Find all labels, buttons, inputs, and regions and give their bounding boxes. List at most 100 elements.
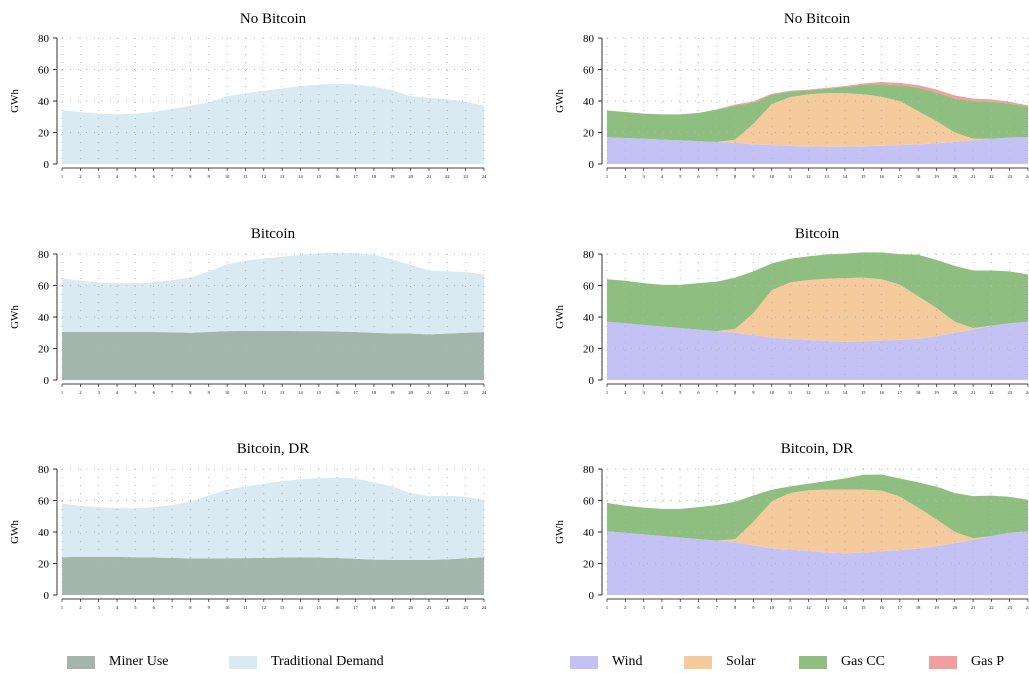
x-tick-label-14: 14: [298, 390, 303, 395]
x-tick-label-3: 3: [642, 174, 645, 179]
x-tick-label-7: 7: [716, 174, 719, 179]
x-tick-label-7: 7: [716, 390, 719, 395]
x-tick-label-17: 17: [353, 390, 358, 395]
x-tick-label-21: 21: [427, 174, 432, 179]
y-tick-label-0: 0: [589, 159, 595, 171]
y-tick-label-0: 0: [589, 590, 595, 602]
x-tick-label-2: 2: [79, 605, 81, 610]
x-tick-label-16: 16: [879, 605, 884, 610]
y-tick-label-60: 60: [38, 65, 50, 77]
x-tick-label-23: 23: [463, 390, 468, 395]
x-tick-label-10: 10: [225, 390, 230, 395]
x-tick-label-23: 23: [463, 174, 468, 179]
x-tick-label-16: 16: [879, 390, 884, 395]
area-wind: [607, 321, 1028, 380]
x-tick-label-4: 4: [116, 605, 119, 610]
x-tick-label-12: 12: [806, 605, 811, 610]
x-tick-label-7: 7: [716, 605, 719, 610]
x-tick-label-10: 10: [769, 605, 774, 610]
area-gas-cc: [607, 252, 1028, 332]
x-tick-label-6: 6: [697, 174, 700, 179]
x-tick-label-2: 2: [624, 174, 626, 179]
x-tick-label-12: 12: [806, 174, 811, 179]
x-tick-label-12: 12: [806, 390, 811, 395]
x-tick-label-16: 16: [879, 174, 884, 179]
x-tick-label-13: 13: [824, 174, 829, 179]
y-tick-label-0: 0: [44, 375, 50, 387]
area-wind: [607, 531, 1028, 595]
x-tick-label-5: 5: [679, 390, 682, 395]
x-tick-label-4: 4: [661, 605, 664, 610]
x-tick-label-23: 23: [1007, 605, 1012, 610]
y-tick-label-80: 80: [38, 249, 50, 261]
area-solar: [607, 489, 1028, 554]
x-tick-label-13: 13: [280, 605, 285, 610]
chart-title: Bitcoin: [795, 226, 840, 242]
y-tick-label-40: 40: [583, 96, 595, 108]
chart-title: No Bitcoin: [240, 11, 307, 27]
x-tick-label-22: 22: [445, 390, 450, 395]
x-tick-label-22: 22: [989, 390, 994, 395]
y-tick-label-40: 40: [38, 527, 50, 539]
x-tick-label-24: 24: [482, 605, 487, 610]
y-tick-label-60: 60: [583, 496, 595, 508]
x-tick-label-21: 21: [427, 390, 432, 395]
x-tick-label-19: 19: [390, 605, 395, 610]
x-tick-label-7: 7: [171, 174, 174, 179]
x-tick-label-12: 12: [262, 605, 267, 610]
y-tick-label-40: 40: [38, 312, 50, 324]
x-tick-label-12: 12: [262, 174, 267, 179]
legend-item-wind: Wind: [570, 654, 684, 670]
x-tick-label-20: 20: [953, 390, 958, 395]
y-tick-label-40: 40: [38, 96, 50, 108]
x-tick-label-5: 5: [134, 390, 137, 395]
x-tick-label-19: 19: [390, 174, 395, 179]
legend-item-gas-cc: Gas CC: [799, 654, 929, 670]
y-tick-label-20: 20: [38, 559, 50, 571]
chart-title: No Bitcoin: [784, 11, 851, 27]
x-tick-label-11: 11: [788, 605, 792, 610]
x-tick-label-2: 2: [79, 390, 81, 395]
x-tick-label-15: 15: [317, 605, 322, 610]
y-tick-label-0: 0: [44, 159, 50, 171]
x-tick-label-14: 14: [843, 174, 848, 179]
x-tick-label-21: 21: [971, 390, 976, 395]
area-solar: [607, 93, 1028, 147]
legend-swatch-wind: [570, 655, 598, 669]
x-tick-label-15: 15: [861, 390, 866, 395]
x-tick-label-1: 1: [61, 174, 63, 179]
y-tick-label-20: 20: [38, 344, 50, 356]
area-miner-use: [62, 330, 484, 380]
x-tick-label-2: 2: [624, 390, 626, 395]
x-tick-label-13: 13: [280, 174, 285, 179]
x-tick-label-14: 14: [298, 605, 303, 610]
x-tick-label-11: 11: [243, 605, 247, 610]
legend-swatch-solar: [684, 655, 712, 669]
x-tick-label-1: 1: [61, 390, 63, 395]
x-tick-label-9: 9: [208, 390, 211, 395]
y-axis-label: GWh: [554, 89, 566, 113]
x-tick-label-20: 20: [953, 174, 958, 179]
legend-label-solar: Solar: [726, 654, 756, 669]
x-tick-label-6: 6: [697, 605, 700, 610]
area-traditional-demand: [62, 83, 484, 164]
y-axis-label: GWh: [9, 520, 21, 544]
x-tick-label-10: 10: [225, 605, 230, 610]
chart-title: Bitcoin: [251, 226, 296, 242]
x-tick-label-17: 17: [353, 174, 358, 179]
x-tick-label-2: 2: [79, 174, 81, 179]
area-traditional-demand: [62, 477, 484, 561]
x-tick-label-8: 8: [189, 605, 192, 610]
x-tick-label-11: 11: [788, 174, 792, 179]
x-tick-label-1: 1: [606, 174, 608, 179]
x-tick-label-8: 8: [734, 174, 737, 179]
y-axis-label: GWh: [9, 89, 21, 113]
x-tick-label-5: 5: [679, 605, 682, 610]
x-tick-label-18: 18: [916, 174, 921, 179]
x-tick-label-10: 10: [225, 174, 230, 179]
